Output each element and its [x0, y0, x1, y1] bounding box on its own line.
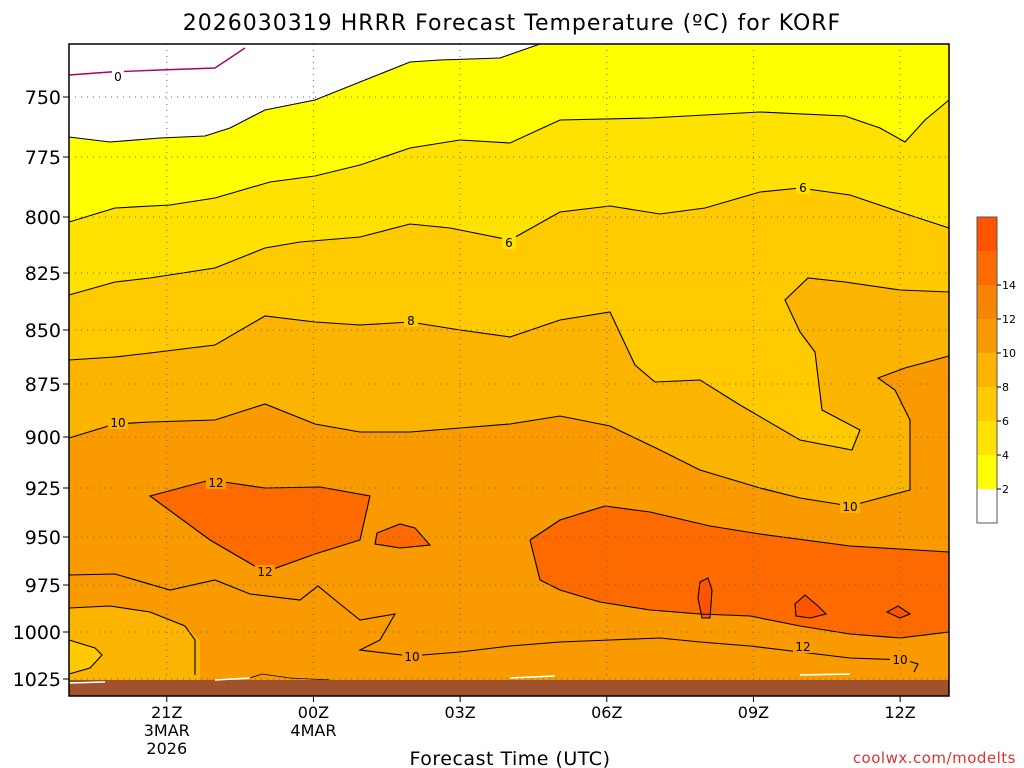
x-tick-label-0-1: 3MAR — [144, 721, 190, 740]
band-4-6-fill — [69, 100, 949, 295]
contour-label-10b: 10 — [842, 500, 857, 514]
x-tick-label-0-2: 2026 — [146, 739, 187, 758]
colorbar-bin-7 — [977, 251, 997, 285]
band-14-plus-b — [795, 595, 826, 618]
colorbar-label-8: 8 — [1002, 381, 1009, 394]
y-tick-label-975: 975 — [25, 575, 61, 597]
grid-lines — [69, 44, 949, 696]
colorbar-label-6: 6 — [1002, 415, 1009, 428]
colorbar-label-10: 10 — [1002, 347, 1016, 360]
band-surface-lower — [69, 606, 200, 680]
contour-label-10a: 10 — [110, 416, 125, 430]
band-2-4-fill — [69, 44, 949, 222]
colorbar-bin-0 — [977, 489, 997, 523]
x-tick-label-2-0: 03Z — [444, 703, 475, 722]
colorbar: 2 4 6 8 10 12 14 — [976, 216, 1016, 524]
y-tick-label-900: 900 — [25, 427, 61, 449]
y-tick-label-875: 875 — [25, 374, 61, 396]
colorbar-frame — [976, 216, 998, 524]
contour-label-6b: 6 — [799, 181, 807, 195]
y-tick-label-775: 775 — [25, 147, 61, 169]
ground-surface — [69, 680, 949, 696]
band-12-14-right — [530, 506, 949, 638]
ground-edge-highlight — [68, 673, 851, 684]
x-tick-label-1-0: 00Z — [298, 703, 329, 722]
y-tick-label-800: 800 — [25, 207, 61, 229]
band-12-14-left — [150, 480, 370, 572]
y-tick-label-950: 950 — [25, 527, 61, 549]
contour-label-12b: 12 — [257, 565, 272, 579]
colorbar-label-14: 14 — [1002, 279, 1016, 292]
y-tick-label-750: 750 — [25, 87, 61, 109]
x-axis-title: Forecast Time (UTC) — [410, 748, 611, 768]
colorbar-label-12: 12 — [1002, 313, 1016, 326]
x-tick-label-1-1: 4MAR — [290, 721, 336, 740]
y-tick-label-850: 850 — [25, 320, 61, 342]
colorbar-bin-8 — [977, 217, 997, 251]
colorbar-bin-5 — [977, 319, 997, 353]
contour-label-8: 8 — [407, 314, 415, 328]
x-tick-label-5-0: 12Z — [884, 703, 915, 722]
y-tick-label-825: 825 — [25, 263, 61, 285]
plot-frame — [68, 43, 950, 697]
contour-label-0: 0 — [114, 70, 122, 84]
colorbar-bin-1 — [977, 455, 997, 489]
x-tick-label-3-0: 06Z — [591, 703, 622, 722]
y-tick-label-1025: 1025 — [13, 669, 61, 691]
band-8-10-fill — [69, 278, 949, 506]
contour-label-6a: 6 — [505, 236, 513, 250]
x-tick-label-0-0: 21Z — [151, 703, 182, 722]
x-tick-label-4-0: 09Z — [738, 703, 769, 722]
contour-label-12a: 12 — [208, 476, 223, 490]
contour-label-10c: 10 — [404, 650, 419, 664]
temperature-bands — [69, 44, 949, 680]
y-tick-label-1000: 1000 — [13, 622, 61, 644]
band-14-plus-a — [698, 578, 712, 618]
colorbar-bin-3 — [977, 387, 997, 421]
band-low-surface-left — [69, 640, 102, 674]
colorbar-label-4: 4 — [1002, 449, 1009, 462]
colorbar-label-2: 2 — [1002, 483, 1009, 496]
colorbar-bin-6 — [977, 285, 997, 319]
colorbar-bin-4 — [977, 353, 997, 387]
contour-labels: 0 6 6 8 10 10 12 12 10 12 10 — [108, 70, 910, 667]
contour-label-12c: 12 — [795, 640, 810, 654]
contour-label-10d: 10 — [892, 653, 907, 667]
y-axis: 750 775 800 825 850 875 900 925 950 975 1000 1025 — [13, 87, 69, 691]
colorbar-bin-2 — [977, 421, 997, 455]
chart-title: 2026030319 HRRR Forecast Temperature (ºC… — [183, 11, 841, 36]
y-tick-label-925: 925 — [25, 478, 61, 500]
watermark: coolwx.com/modelts — [853, 749, 1016, 767]
